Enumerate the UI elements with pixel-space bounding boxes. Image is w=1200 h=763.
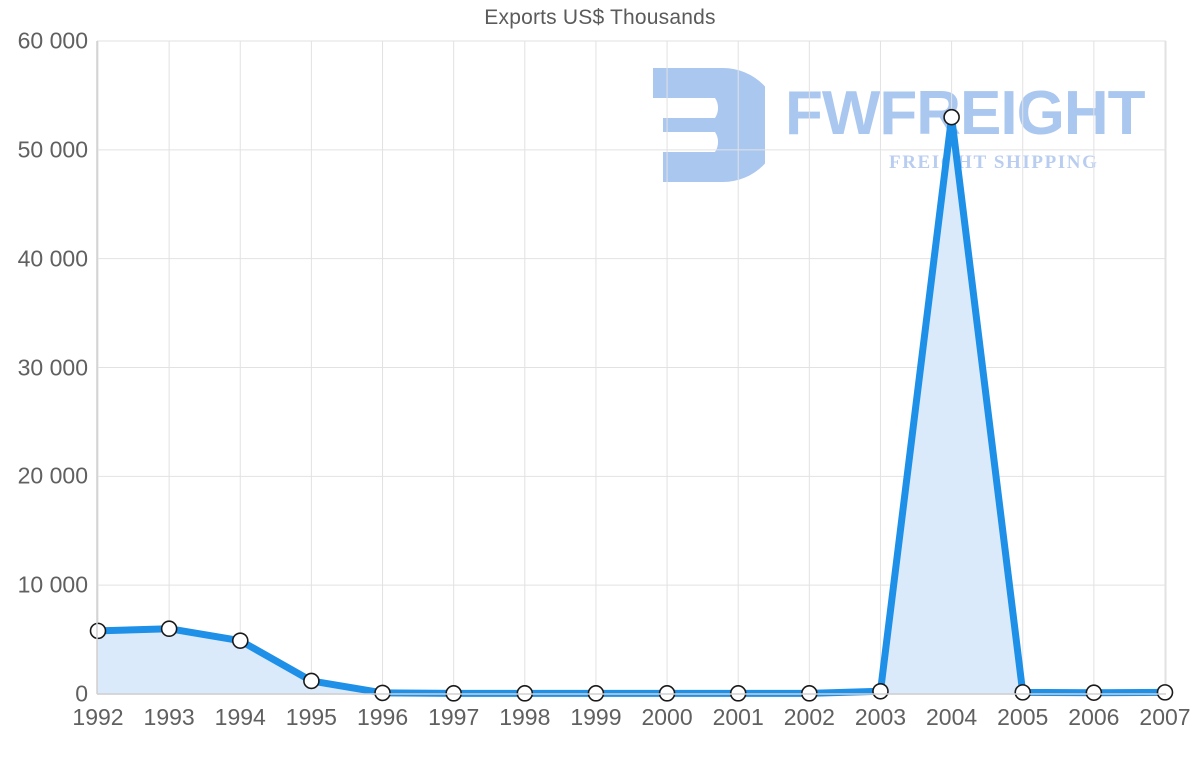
x-axis-tick-label: 2000 bbox=[641, 704, 693, 730]
data-point-marker[interactable] bbox=[160, 620, 178, 638]
data-point-marker[interactable] bbox=[303, 672, 320, 690]
x-axis-tick-label: 2001 bbox=[712, 704, 764, 730]
y-axis-tick-label: 50 000 bbox=[17, 136, 88, 163]
chart-title: Exports US$ Thousands bbox=[484, 6, 716, 29]
y-axis-tick-label: 0 bbox=[75, 680, 88, 707]
x-axis-tick-label: 2003 bbox=[854, 704, 907, 730]
x-axis-tick-label: 2002 bbox=[783, 704, 835, 730]
x-axis-tick-label: 1996 bbox=[356, 704, 409, 730]
x-axis-tick-label: 1994 bbox=[214, 704, 266, 730]
vertical-gridlines bbox=[97, 41, 1167, 694]
y-axis-tick-label: 20 000 bbox=[17, 462, 88, 489]
x-axis-tick-label: 1998 bbox=[499, 704, 551, 730]
x-axis-tick-label: 2005 bbox=[997, 704, 1049, 730]
x-axis-tick-label: 2006 bbox=[1068, 704, 1120, 730]
x-axis-tick-label: 2004 bbox=[926, 704, 978, 730]
y-axis-tick-label: 30 000 bbox=[17, 354, 88, 380]
y-axis-tick-label: 60 000 bbox=[17, 27, 88, 54]
x-axis-tick-label: 1992 bbox=[72, 704, 124, 730]
x-axis-tick-label: 1995 bbox=[285, 704, 337, 730]
x-axis-tick-label: 1999 bbox=[570, 704, 622, 730]
x-axis-tick-label: 1997 bbox=[428, 704, 480, 730]
data-point-marker[interactable] bbox=[1156, 684, 1174, 701]
y-axis-tick-label: 40 000 bbox=[17, 245, 88, 272]
series-area-fill bbox=[98, 117, 1165, 695]
x-axis-tick-label: 2007 bbox=[1139, 704, 1191, 730]
data-point-marker[interactable] bbox=[1085, 684, 1103, 701]
data-point-marker[interactable] bbox=[374, 684, 391, 702]
data-point-marker[interactable] bbox=[943, 108, 960, 126]
x-axis-tick-label: 1993 bbox=[143, 704, 195, 730]
y-axis-tick-label: 10 000 bbox=[17, 571, 88, 598]
data-point-marker[interactable] bbox=[872, 682, 889, 700]
data-point-marker[interactable] bbox=[89, 622, 107, 640]
data-point-marker[interactable] bbox=[1014, 684, 1032, 701]
data-point-marker[interactable] bbox=[231, 632, 249, 649]
